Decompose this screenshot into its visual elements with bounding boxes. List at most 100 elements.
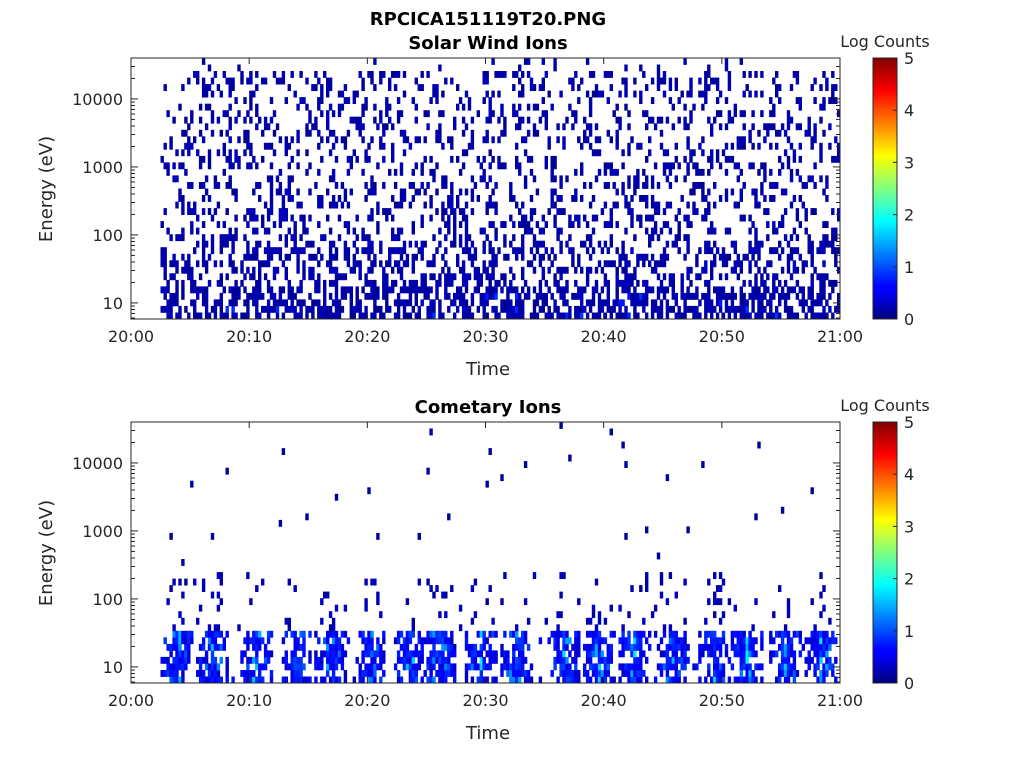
spectrogram-cell (169, 676, 173, 684)
spectrogram-cell (423, 292, 427, 300)
spectrogram-cell (730, 299, 735, 307)
spectrogram-cell (810, 598, 814, 606)
spectrogram-cell (234, 286, 238, 294)
spectrogram-cell (748, 247, 752, 255)
spectrogram-cell (577, 676, 581, 684)
spectrogram-cell (739, 637, 743, 645)
spectrogram-cell (754, 240, 758, 248)
spectrogram-cell (473, 253, 478, 261)
spectrogram-cell (701, 650, 705, 658)
spectrogram-cell (606, 129, 610, 137)
spectrogram-cell (609, 676, 613, 684)
spectrogram-cell (320, 312, 324, 320)
spectrogram-cell (376, 123, 380, 131)
spectrogram-cell (414, 286, 418, 294)
spectrogram-cell (630, 585, 634, 592)
spectrogram-cell (512, 234, 516, 242)
spectrogram-cell (376, 591, 380, 599)
spectrogram-cell (269, 175, 274, 183)
spectrogram-cell (529, 312, 534, 320)
spectrogram-cell (786, 253, 791, 261)
spectrogram-cell (571, 123, 575, 131)
spectrogram-cell (656, 305, 661, 313)
spectrogram-cell (423, 110, 427, 118)
spectrogram-cell (379, 110, 383, 118)
spectrogram-cell (733, 604, 737, 612)
spectrogram-cell (453, 116, 457, 124)
spectrogram-cell (284, 188, 288, 196)
spectrogram-cell (630, 247, 634, 255)
spectrogram-cell (453, 234, 457, 242)
spectrogram-cell (659, 312, 664, 320)
spectrogram-cell (488, 247, 492, 255)
spectrogram-cell (512, 195, 516, 202)
spectrogram-cell (680, 279, 684, 287)
spectrogram-cell (813, 77, 817, 85)
spectrogram-cell (213, 299, 218, 307)
spectrogram-cell (305, 676, 309, 684)
spectrogram-cell (571, 84, 575, 91)
spectrogram-cell (370, 77, 374, 85)
spectrogram-cell (535, 299, 540, 307)
spectrogram-cell (408, 637, 413, 645)
spectrogram-cell (665, 656, 670, 664)
spectrogram-cell (541, 97, 545, 104)
spectrogram-cell (695, 182, 699, 189)
spectrogram-cell (594, 175, 599, 183)
x-tick-label: 20:40 (581, 327, 627, 346)
spectrogram-cell (340, 103, 345, 111)
spectrogram-cell (535, 188, 540, 196)
spectrogram-cell (588, 142, 593, 150)
spectrogram-cell (411, 305, 415, 313)
spectrogram-cell (447, 201, 451, 209)
spectrogram-cell (612, 168, 616, 176)
spectrogram-cell (441, 266, 445, 274)
spectrogram-cell (219, 305, 223, 313)
spectrogram-cell (337, 90, 342, 98)
spectrogram-cell (388, 84, 392, 91)
spectrogram-cell (269, 650, 274, 658)
spectrogram-cell (269, 247, 274, 255)
spectrogram-cell (184, 168, 188, 176)
spectrogram-cell (834, 234, 838, 242)
spectrogram-cell (597, 149, 602, 157)
spectrogram-cell (314, 663, 318, 671)
spectrogram-cell (698, 247, 702, 255)
spectrogram-cell (488, 292, 492, 300)
spectrogram-cell (648, 136, 652, 144)
spectrogram-cell (819, 299, 823, 307)
spectrogram-cell (331, 624, 336, 632)
spectrogram-cell (680, 643, 684, 651)
spectrogram-cell (532, 103, 537, 111)
spectrogram-cell (258, 643, 262, 651)
spectrogram-cell (228, 182, 232, 189)
spectrogram-cell (328, 676, 333, 684)
spectrogram-cell (739, 260, 743, 268)
spectrogram-cell (630, 650, 634, 658)
spectrogram-cell (718, 273, 723, 281)
spectrogram-cell (201, 286, 206, 294)
spectrogram-cell (287, 279, 291, 287)
spectrogram-cell (169, 670, 173, 677)
spectrogram-cell (556, 305, 560, 313)
spectrogram-cell (169, 273, 173, 281)
spectrogram-cell (352, 676, 356, 684)
spectrogram-cell (432, 168, 436, 176)
spectrogram-cell (789, 663, 794, 671)
spectrogram-cell (568, 663, 572, 671)
spectrogram-cell (500, 598, 504, 606)
spectrogram-cell (656, 234, 661, 242)
spectrogram-cell (461, 208, 466, 215)
spectrogram-cell (618, 299, 622, 307)
spectrogram-cell (388, 168, 392, 176)
spectrogram-cell (748, 676, 752, 684)
spectrogram-cell (588, 305, 593, 313)
spectrogram-cell (512, 286, 516, 294)
spectrogram-cell (760, 299, 764, 307)
spectrogram-cell (751, 247, 755, 255)
spectrogram-cell (175, 637, 179, 645)
spectrogram-cell (603, 637, 608, 645)
spectrogram-cell (399, 168, 404, 176)
spectrogram-cell (340, 292, 345, 300)
spectrogram-cell (825, 240, 829, 248)
